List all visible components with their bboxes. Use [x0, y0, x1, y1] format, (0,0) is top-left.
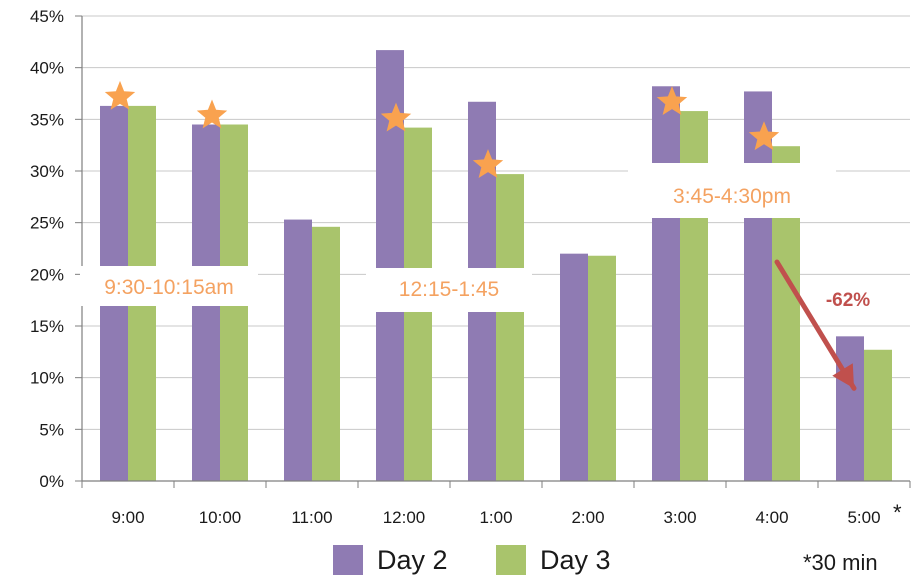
y-tick-label: 20% [30, 265, 64, 284]
bar-chart: 0% 5% 10% 15% 20% 25% 30% 35% 40% 45% 9:00 10:00 11:… [30, 7, 911, 527]
x-tick-label: 3:00 [663, 508, 696, 527]
x-tick-label: 1:00 [479, 508, 512, 527]
legend-item-day2: Day 2 [333, 541, 448, 579]
x-tick-label: 9:00 [111, 508, 144, 527]
x-tick-label: 5:00 [847, 508, 880, 527]
bar-day-3-4 [496, 174, 524, 481]
y-tick-label: 45% [30, 7, 64, 26]
y-tick-label: 0% [39, 472, 64, 491]
y-tick-label: 5% [39, 420, 64, 439]
bar-day-2-7 [744, 91, 772, 481]
x-tick-label: 10:00 [199, 508, 242, 527]
y-tick-label: 40% [30, 59, 64, 78]
drop-percentage-label: -62% [826, 290, 870, 311]
y-tick-label: 25% [30, 214, 64, 233]
highlight-label: 3:45-4:30pm [673, 185, 791, 208]
star-marker [196, 99, 228, 129]
bar-day-2-6 [652, 86, 680, 482]
drop-arrow-head [832, 363, 854, 389]
highlight-label-box [366, 268, 532, 312]
bar-day-3-2 [312, 226, 340, 481]
x-tick-label: 12:00 [383, 508, 426, 527]
x-tick-label: 2:00 [571, 508, 604, 527]
y-tick-label: 30% [30, 162, 64, 181]
star-marker [472, 149, 504, 178]
highlight-label-box [628, 163, 836, 218]
bar-day-3-8 [864, 349, 892, 481]
bar-day-3-5 [588, 255, 616, 481]
last-tick-asterisk: * [893, 500, 902, 525]
bar-day-2-8 [836, 336, 864, 481]
footnote: *30 min [803, 550, 878, 575]
star-marker [380, 102, 412, 132]
x-tick-label: 11:00 [291, 508, 332, 527]
legend-swatch-day3 [496, 545, 526, 575]
highlight-label: 9:30-10:15am [104, 276, 234, 299]
star-marker [748, 121, 780, 151]
highlight-label: 12:15-1:45 [399, 278, 499, 301]
x-tick-label: 4:00 [755, 508, 788, 527]
star-marker [656, 86, 688, 115]
drop-arrow-shaft [774, 259, 857, 391]
bar-day-2-5 [560, 253, 588, 481]
legend-label-day2: Day 2 [377, 544, 448, 575]
legend-swatch-day2 [333, 545, 363, 575]
highlight-label-box [80, 266, 258, 306]
y-tick-label: 15% [30, 317, 64, 336]
y-tick-label: 10% [30, 369, 64, 388]
star-marker [104, 80, 136, 110]
bar-day-2-2 [284, 219, 312, 482]
legend-item-day3: Day 3 [496, 541, 611, 579]
y-tick-label: 35% [30, 110, 64, 129]
legend-label-day3: Day 3 [540, 544, 611, 575]
